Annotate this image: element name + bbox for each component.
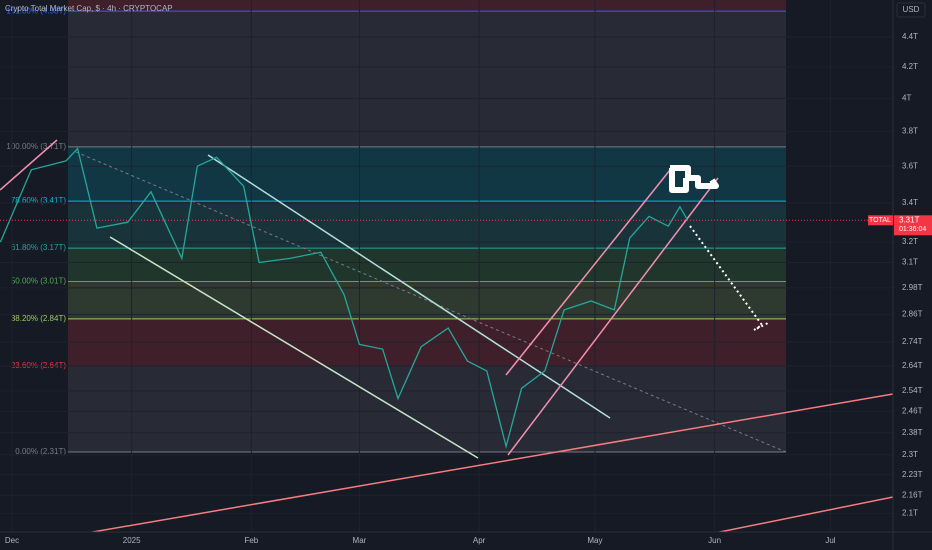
x-tick-label: Mar xyxy=(353,536,367,545)
y-tick-label: 3.6T xyxy=(902,161,918,170)
grid xyxy=(0,0,893,532)
y-tick-label: 4.4T xyxy=(902,32,918,41)
y-tick-label: 3.4T xyxy=(902,198,918,207)
channel-line xyxy=(507,177,719,456)
countdown: 01:36:04 xyxy=(899,226,926,233)
x-tick-label: Feb xyxy=(244,536,258,545)
price-badge xyxy=(894,215,932,236)
fib-band xyxy=(68,201,786,249)
fib-label: 61.80% (3.17T) xyxy=(11,243,66,252)
support-line xyxy=(0,393,894,549)
x-tick-label: Jun xyxy=(708,536,721,545)
fib-label: 100.00% (3.71T) xyxy=(6,142,66,151)
time-axis xyxy=(0,532,932,550)
y-tick-label: 4T xyxy=(902,93,911,102)
fib-label: 78.60% (3.41T) xyxy=(11,196,66,205)
fib-band xyxy=(68,11,786,147)
fib-band xyxy=(68,365,786,452)
chart-title: Crypto Total Market Cap, $ · 4h · CRYPTO… xyxy=(5,4,173,13)
fib-label: 161.80% (4.58T) xyxy=(6,6,66,15)
projection-arrow xyxy=(689,225,771,331)
fib-label: 50.00% (3.01T) xyxy=(11,277,66,286)
fib-band xyxy=(68,248,786,282)
channel-line xyxy=(505,169,671,376)
fib-label: 0.00% (2.31T) xyxy=(15,447,66,456)
x-tick-label: Jul xyxy=(825,536,835,545)
channel-line xyxy=(109,236,479,459)
fib-label: 38.20% (2.84T) xyxy=(11,314,66,323)
x-tick-label: Dec xyxy=(5,536,19,545)
x-tick-label: Apr xyxy=(473,536,486,545)
y-tick-label: 2.3T xyxy=(902,450,918,459)
y-tick-label: 2.1T xyxy=(902,508,918,517)
y-tick-label: 2.46T xyxy=(902,407,923,416)
y-tick-label: 3.1T xyxy=(902,258,918,267)
y-tick-label: 2.23T xyxy=(902,470,923,479)
y-tick-label: 2.64T xyxy=(902,361,923,370)
trend-lines xyxy=(0,139,894,549)
y-tick-label: 2.38T xyxy=(902,428,923,437)
support-line xyxy=(699,496,894,537)
plot xyxy=(0,147,893,449)
trend-line xyxy=(0,139,58,191)
currency-label[interactable]: USD xyxy=(903,5,920,14)
y-tick-label: 2.86T xyxy=(902,310,923,319)
price-line xyxy=(0,147,689,449)
price-axis xyxy=(893,0,932,550)
fib-band xyxy=(68,0,786,12)
y-tick-label: 3.2T xyxy=(902,237,918,246)
x-tick-label: 2025 xyxy=(123,536,141,545)
y-tick-label: 4.2T xyxy=(902,62,918,71)
last-price-badge xyxy=(868,215,893,226)
x-tick-label: May xyxy=(587,536,602,545)
fib-band xyxy=(68,281,786,319)
y-tick-label: 3.8T xyxy=(902,126,918,135)
y-tick-label: 2.74T xyxy=(902,337,923,346)
currency-button[interactable] xyxy=(896,2,926,18)
y-tick-label: 2.54T xyxy=(902,386,923,395)
y-tick-label: 2.16T xyxy=(902,490,923,499)
axes: 4.4T 4.2T 4T 3.8T 3.6T 3.4T 3.2T 3.1T 2.98T 2.86T… xyxy=(5,32,932,545)
drawing-mark xyxy=(669,165,719,193)
fib-bands: 161.80% (4.58T) 100.00% (3.71T) 78.60% (3.… xyxy=(6,0,786,456)
y-tick-label: 2.98T xyxy=(902,283,923,292)
channel-line xyxy=(207,154,611,419)
trend-line xyxy=(75,151,787,453)
last-price-label: 3.31T xyxy=(899,215,920,224)
series-name: TOTAL xyxy=(869,217,891,224)
